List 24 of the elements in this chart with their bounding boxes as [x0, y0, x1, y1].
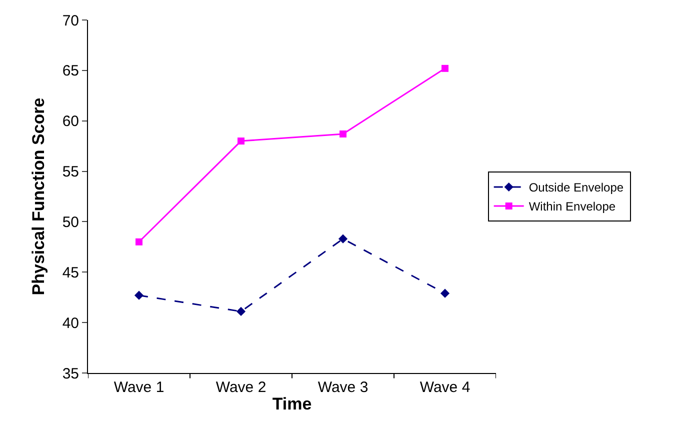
x-tick-label: Wave 4: [420, 379, 470, 396]
point: [238, 138, 244, 145]
y-tick-label: 55: [62, 164, 79, 181]
y-tick-label: 65: [62, 62, 79, 80]
point: [338, 234, 348, 244]
point: [442, 64, 448, 72]
y-tick-label: 40: [62, 314, 79, 332]
y-tick-label: 70: [62, 12, 79, 30]
legend-label: Outside Envelope: [528, 180, 624, 195]
y-tick-label: 45: [62, 264, 79, 282]
legend-label: Within Envelope: [528, 200, 616, 214]
y-axis-title: Physical Function Score: [29, 98, 48, 296]
x-tick-label: Wave 2: [216, 379, 266, 396]
point: [440, 288, 450, 298]
x-tick-label: Wave 3: [318, 379, 368, 396]
point: [236, 306, 246, 316]
x-axis-title: Time: [272, 394, 312, 414]
point: [134, 290, 144, 300]
y-tick-label: 35: [62, 365, 79, 382]
y-tick-label: 60: [62, 113, 79, 130]
point: [136, 238, 142, 246]
point: [340, 130, 346, 138]
y-tick-label: 50: [62, 214, 79, 231]
x-tick-label: Wave 1: [114, 379, 164, 396]
